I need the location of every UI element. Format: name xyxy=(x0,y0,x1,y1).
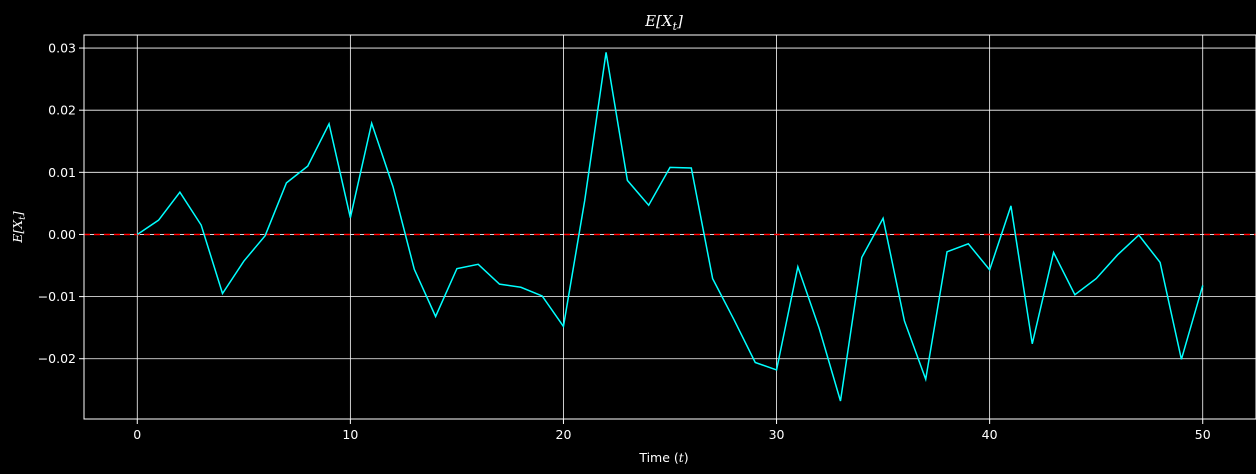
plot-frame xyxy=(83,34,1256,420)
x-tick-label: 30 xyxy=(769,427,785,442)
y-tick-label: 0.02 xyxy=(48,103,76,118)
y-axis-ticks: −0.02 −0.01 0.00 0.01 0.02 0.03 xyxy=(38,41,84,366)
series-line xyxy=(136,52,1204,402)
x-axis-ticks: 0 10 20 30 40 50 xyxy=(133,419,1211,442)
x-tick-label: 0 xyxy=(133,427,141,442)
x-axis-title: Time (t) xyxy=(638,450,688,465)
grid-lines xyxy=(84,35,1256,419)
x-tick-label: 50 xyxy=(1195,427,1211,442)
x-tick-label: 40 xyxy=(982,427,998,442)
y-axis-title: E[Xt] xyxy=(10,211,28,244)
chart-title: E[Xt] xyxy=(644,12,683,33)
y-tick-label: 0.03 xyxy=(48,41,76,56)
y-tick-label: 0.00 xyxy=(48,227,76,242)
y-tick-label: 0.01 xyxy=(48,165,76,180)
x-tick-label: 20 xyxy=(556,427,572,442)
y-tick-label: −0.02 xyxy=(38,351,76,366)
y-tick-label: −0.01 xyxy=(38,289,76,304)
x-tick-label: 10 xyxy=(342,427,358,442)
